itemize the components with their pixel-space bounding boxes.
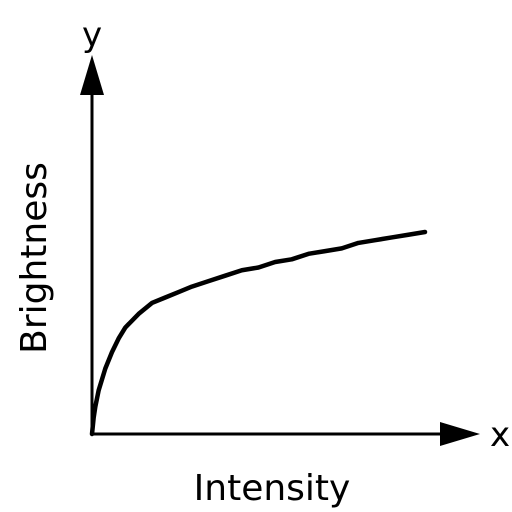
- series-line-0: [89, 229, 428, 437]
- series-layer: [89, 229, 428, 437]
- x-axis-title: Intensity: [194, 468, 351, 509]
- x-axis-arrow: [440, 422, 480, 446]
- y-axis-arrow: [80, 55, 104, 95]
- y-axis-letter: y: [82, 15, 102, 55]
- x-axis-letter: x: [490, 415, 510, 455]
- y-axis-title: Brightness: [14, 162, 55, 354]
